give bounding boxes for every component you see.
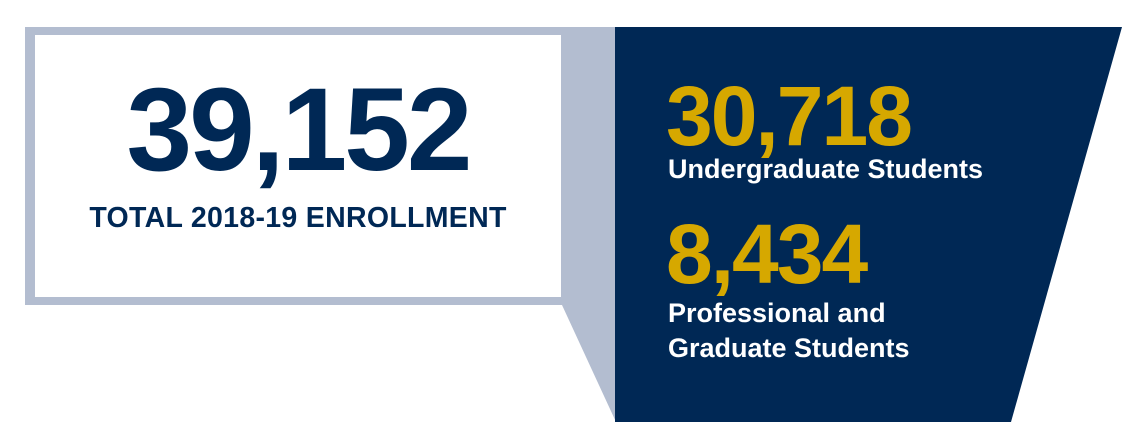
undergraduate-label: Undergraduate Students	[668, 154, 984, 184]
graduate-label: Professional and Graduate Students	[668, 298, 910, 363]
total-enrollment-label: TOTAL 2018-19 ENROLLMENT	[89, 202, 507, 234]
undergraduate-value: 30,718	[666, 69, 913, 163]
total-box	[35, 35, 561, 297]
graduate-value: 8,434	[666, 207, 868, 301]
breakdown-panel	[615, 27, 1122, 422]
connector-shape	[560, 27, 616, 422]
total-enrollment-value: 39,152	[126, 64, 473, 196]
